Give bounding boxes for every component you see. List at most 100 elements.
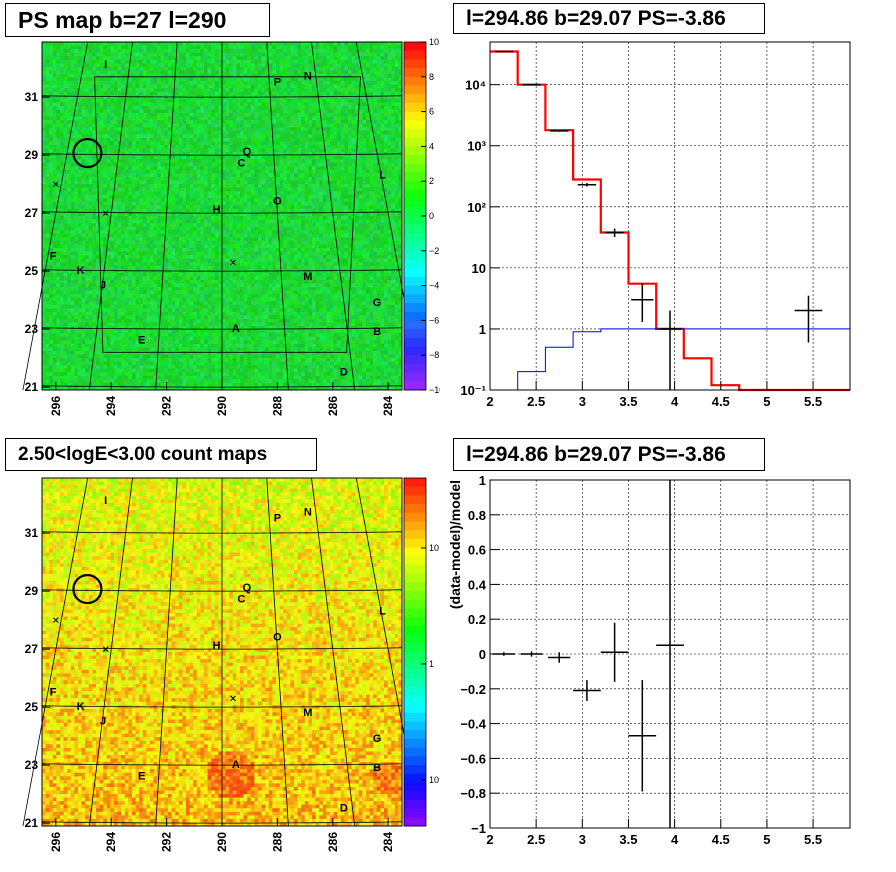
source-label: J bbox=[100, 716, 106, 728]
colorbar-cell bbox=[404, 189, 426, 200]
source-label: N bbox=[304, 71, 312, 83]
y-tick-label: 25 bbox=[25, 264, 39, 278]
x-tick-label: 290 bbox=[215, 832, 229, 852]
model-background-series bbox=[490, 328, 850, 391]
colorbar-cell bbox=[404, 538, 426, 549]
y-tick-label: 10⁴ bbox=[465, 78, 486, 93]
colorbar-tick-label: −4 bbox=[429, 281, 439, 291]
plot-frame bbox=[489, 41, 851, 391]
colorbar-tick-label: −2 bbox=[429, 246, 439, 256]
y-tick-label: 21 bbox=[25, 380, 39, 394]
source-label: G bbox=[373, 297, 382, 309]
x-tick-label: 3.5 bbox=[619, 394, 637, 409]
colorbar-cell bbox=[404, 102, 426, 113]
colorbar-frame bbox=[403, 477, 427, 827]
longitude-line bbox=[155, 477, 178, 827]
source-label: D bbox=[340, 367, 348, 379]
colorbar-cell bbox=[404, 756, 426, 766]
target-circle bbox=[72, 137, 103, 169]
source-label: H bbox=[212, 640, 220, 652]
source-label: N bbox=[304, 507, 312, 519]
colorbar-cell bbox=[404, 146, 426, 156]
source-label: K bbox=[77, 701, 85, 713]
colorbar-cell bbox=[404, 129, 426, 139]
x-tick-label: 3 bbox=[579, 394, 586, 409]
count-map-panel: I P N QC L O H F K J M G A B E D 296 294 292 290 288 286 284 21… bbox=[22, 477, 440, 852]
x-tick-label: 284 bbox=[381, 832, 395, 852]
colorbar-cell bbox=[404, 652, 426, 662]
x-tick-label: 4.5 bbox=[712, 394, 730, 409]
y-tick-label: 27 bbox=[25, 206, 39, 220]
colorbar-cell bbox=[404, 42, 426, 52]
y-axis-label: (data-model)/model bbox=[447, 480, 463, 609]
colorbar-cell bbox=[404, 337, 426, 347]
colorbar-cell bbox=[404, 739, 426, 749]
x-tick-label: 5.5 bbox=[804, 394, 822, 409]
y-tick-label: −1 bbox=[471, 821, 486, 836]
colorbar-tick-label: 10 bbox=[429, 37, 439, 47]
colorbar-cell bbox=[404, 68, 426, 78]
colorbar-cell bbox=[404, 198, 426, 208]
colorbar-cell bbox=[404, 329, 426, 339]
colorbar-cell bbox=[404, 817, 426, 827]
source-label: K bbox=[77, 265, 85, 277]
x-tick-label: 2.5 bbox=[527, 832, 545, 847]
y-tick-label: 27 bbox=[25, 642, 39, 656]
longitude-line bbox=[266, 41, 289, 391]
y-tick-label: 23 bbox=[25, 322, 39, 336]
x-tick-label: 3.5 bbox=[619, 832, 637, 847]
data-point bbox=[631, 283, 654, 322]
bl-title: 2.50<logE<3.00 count maps bbox=[5, 438, 317, 471]
colorbar-cell bbox=[404, 381, 426, 391]
colorbar-cell bbox=[404, 303, 426, 313]
colorbar-tick-label: 0 bbox=[429, 211, 434, 221]
colorbar-cell bbox=[404, 94, 426, 104]
source-label: G bbox=[373, 733, 382, 745]
source-label: C bbox=[237, 158, 245, 170]
x-tick-label: 288 bbox=[270, 832, 284, 852]
colorbar-cell bbox=[404, 320, 426, 330]
colorbar-cell bbox=[404, 137, 426, 147]
source-label: F bbox=[50, 687, 57, 699]
colorbar-cell bbox=[404, 268, 426, 278]
colorbar-cell bbox=[404, 346, 426, 356]
source-label: L bbox=[379, 605, 386, 617]
source-cross bbox=[52, 617, 59, 623]
x-tick-label: 2 bbox=[486, 394, 493, 409]
x-tick-label: 5 bbox=[763, 832, 770, 847]
colorbar-cell bbox=[404, 250, 426, 260]
residual-point bbox=[573, 680, 601, 701]
residual-point bbox=[628, 680, 657, 792]
source-cross bbox=[102, 646, 109, 652]
residual-point bbox=[520, 651, 543, 657]
residual-point bbox=[656, 480, 684, 828]
colorbar-cell bbox=[404, 721, 426, 731]
spectrum-chart: 2 2.5 3 3.5 4 4.5 5 5.5 10⁻¹ 1 10 10² 10³ 10⁴ bbox=[460, 41, 851, 409]
colorbar-cell bbox=[404, 808, 426, 818]
br-title: l=294.86 b=29.07 PS=-3.86 bbox=[453, 438, 765, 471]
colorbar-tick-label: 1 bbox=[429, 659, 434, 669]
source-label: L bbox=[379, 169, 386, 181]
y-tick-label: 10³ bbox=[467, 139, 486, 154]
source-label: E bbox=[138, 771, 145, 783]
roi-outline bbox=[94, 76, 361, 353]
source-cross bbox=[230, 259, 236, 266]
residual-chart: 2 2.5 3 3.5 4 4.5 5 5.5 −1 −0.8 −0.6 −0.4 −0.2 0 0.2 0.… bbox=[447, 473, 851, 847]
colorbar-cell bbox=[404, 294, 426, 304]
colorbar-cell bbox=[404, 678, 426, 688]
y-tick-label: 0 bbox=[479, 647, 486, 662]
y-tick-label: 25 bbox=[25, 700, 39, 714]
colorbar-cell bbox=[404, 85, 426, 95]
source-label: B bbox=[373, 326, 381, 338]
data-point bbox=[605, 228, 624, 238]
colorbar-cell bbox=[404, 608, 426, 618]
x-tick-label: 290 bbox=[215, 396, 229, 416]
longitude-line bbox=[155, 41, 178, 391]
y-tick-label: 0.2 bbox=[468, 612, 486, 627]
colorbar-cell bbox=[404, 530, 426, 540]
residual-point bbox=[600, 622, 629, 682]
colorbar-cell bbox=[404, 799, 426, 810]
colorbar-cell bbox=[404, 207, 426, 217]
colorbar-cell bbox=[404, 712, 426, 723]
y-tick-label: 29 bbox=[25, 584, 39, 598]
